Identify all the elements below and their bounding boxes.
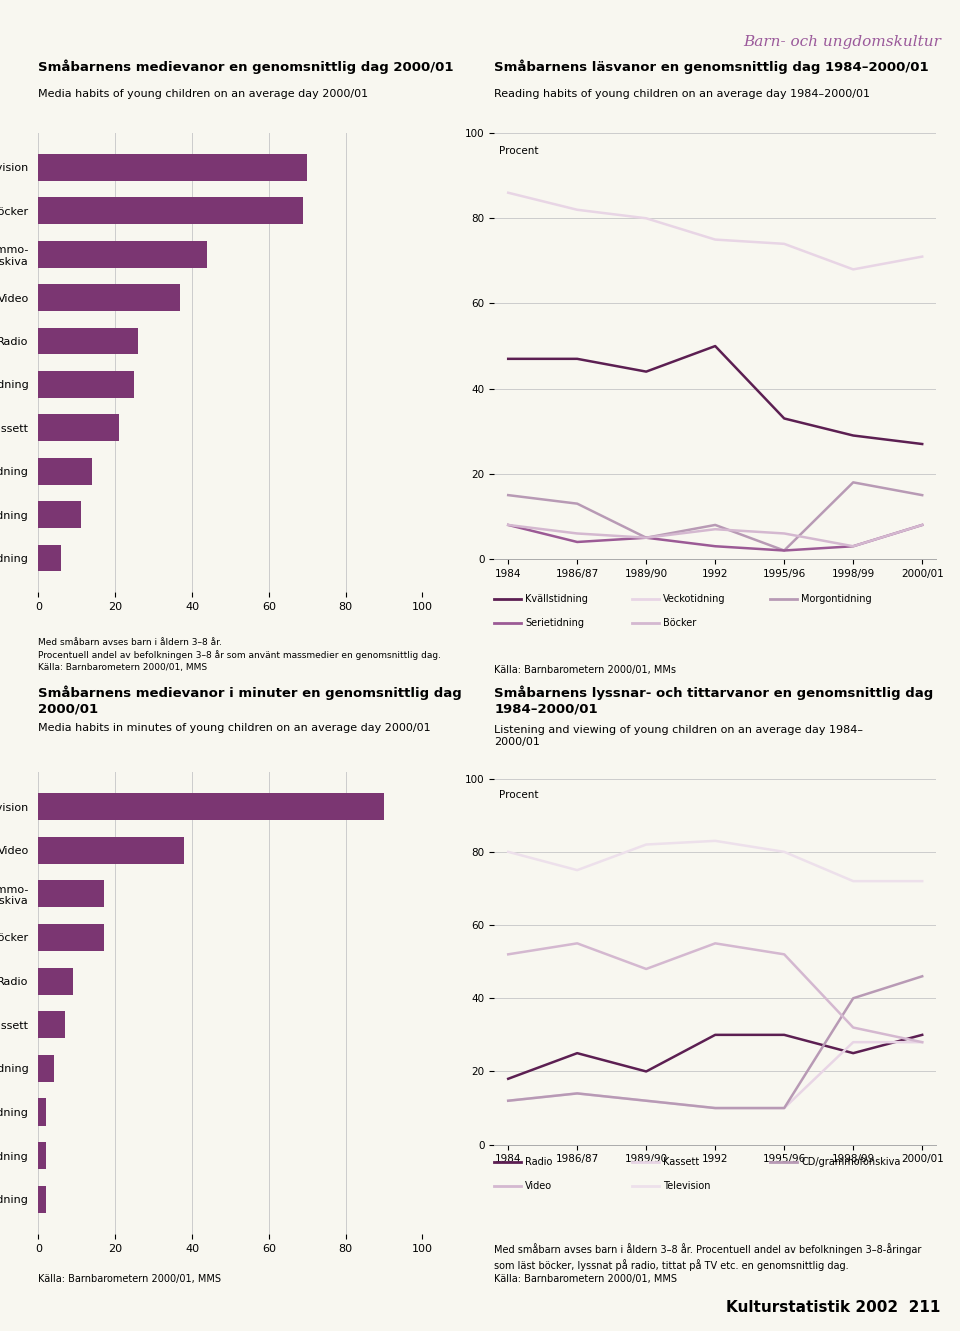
Text: Media habits in minutes of young children on an average day 2000/01: Media habits in minutes of young childre… [38,723,431,733]
Text: Video: Video [525,1181,552,1191]
Text: Kassett: Kassett [663,1157,700,1167]
Text: Småbarnens medievanor i minuter en genomsnittlig dag
2000/01: Småbarnens medievanor i minuter en genom… [38,685,462,715]
Text: Morgontidning: Morgontidning [801,594,872,604]
Bar [38,793,384,820]
Bar [38,502,81,528]
Text: Med småbarn avses barn i åldern 3–8 år.
Procentuell andel av befolkningen 3–8 år: Med småbarn avses barn i åldern 3–8 år. … [38,639,442,672]
Bar [38,880,104,908]
Text: Media habits of young children on an average day 2000/01: Media habits of young children on an ave… [38,89,369,100]
Text: Veckotidning: Veckotidning [663,594,726,604]
Text: Böcker: Böcker [663,618,696,628]
Text: Television: Television [663,1181,710,1191]
Bar [38,284,180,311]
Bar [38,414,119,442]
Bar [38,458,92,484]
Bar [38,1098,46,1126]
Text: Småbarnens läsvanor en genomsnittlig dag 1984–2000/01: Småbarnens läsvanor en genomsnittlig dag… [494,60,929,75]
Text: Radio: Radio [525,1157,553,1167]
Bar [38,371,134,398]
Bar [38,241,207,268]
Text: Reading habits of young children on an average day 1984–2000/01: Reading habits of young children on an a… [494,89,871,100]
Bar [38,924,104,950]
Bar [38,197,303,224]
Text: Källa: Barnbarometern 2000/01, MMS: Källa: Barnbarometern 2000/01, MMS [38,1274,222,1284]
Bar [38,1186,46,1213]
Text: Procent: Procent [499,146,539,156]
Bar [38,154,307,181]
Text: Kvällstidning: Kvällstidning [525,594,588,604]
Text: Listening and viewing of young children on an average day 1984–
2000/01: Listening and viewing of young children … [494,725,863,747]
Bar [38,1055,54,1082]
Bar [38,1012,65,1038]
Bar [38,327,138,354]
Bar [38,1142,46,1169]
Text: Småbarnens medievanor en genomsnittlig dag 2000/01: Småbarnens medievanor en genomsnittlig d… [38,60,454,75]
Text: Barn- och ungdomskultur: Barn- och ungdomskultur [743,35,941,49]
Text: Källa: Barnbarometern 2000/01, MMs: Källa: Barnbarometern 2000/01, MMs [494,664,677,675]
Text: CD/grammofonskiva: CD/grammofonskiva [801,1157,900,1167]
Text: Med småbarn avses barn i åldern 3–8 år. Procentuell andel av befolkningen 3–8-år: Med småbarn avses barn i åldern 3–8 år. … [494,1243,922,1284]
Bar [38,544,61,571]
Text: Serietidning: Serietidning [525,618,584,628]
Text: Kulturstatistik 2002  211: Kulturstatistik 2002 211 [727,1300,941,1315]
Bar [38,968,73,994]
Text: Småbarnens lyssnar- och tittarvanor en genomsnittlig dag
1984–2000/01: Småbarnens lyssnar- och tittarvanor en g… [494,685,934,715]
Bar [38,837,184,864]
Text: Procent: Procent [499,789,539,800]
